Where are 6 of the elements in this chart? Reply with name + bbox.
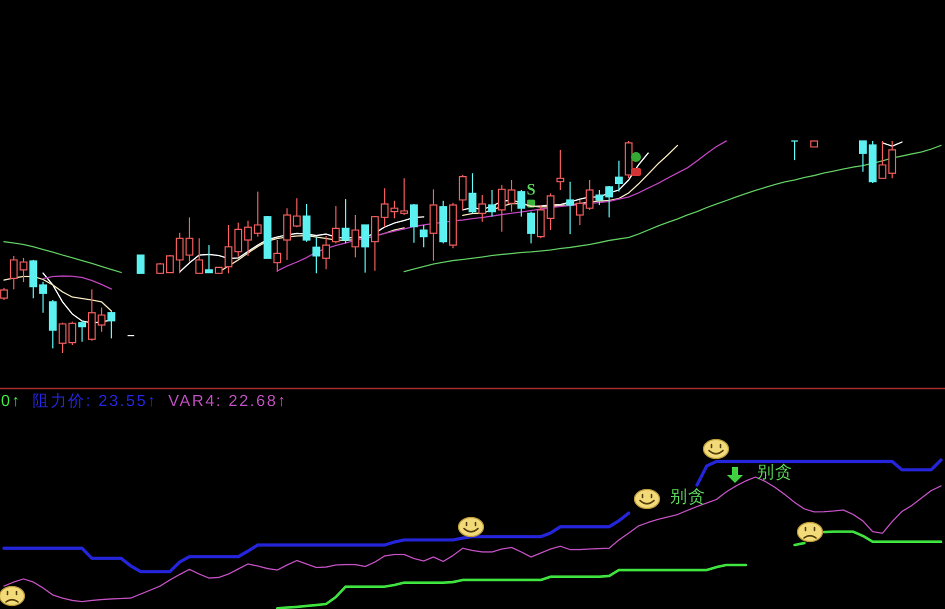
text: 0↑ xyxy=(1,393,22,410)
annotation: 别贪 xyxy=(670,487,706,506)
annotation: 别贪 xyxy=(757,462,793,482)
text: 阻力价: 23.55↑ xyxy=(32,392,158,410)
text: VAR4: 22.68↑ xyxy=(168,393,288,410)
text: S xyxy=(526,182,536,199)
